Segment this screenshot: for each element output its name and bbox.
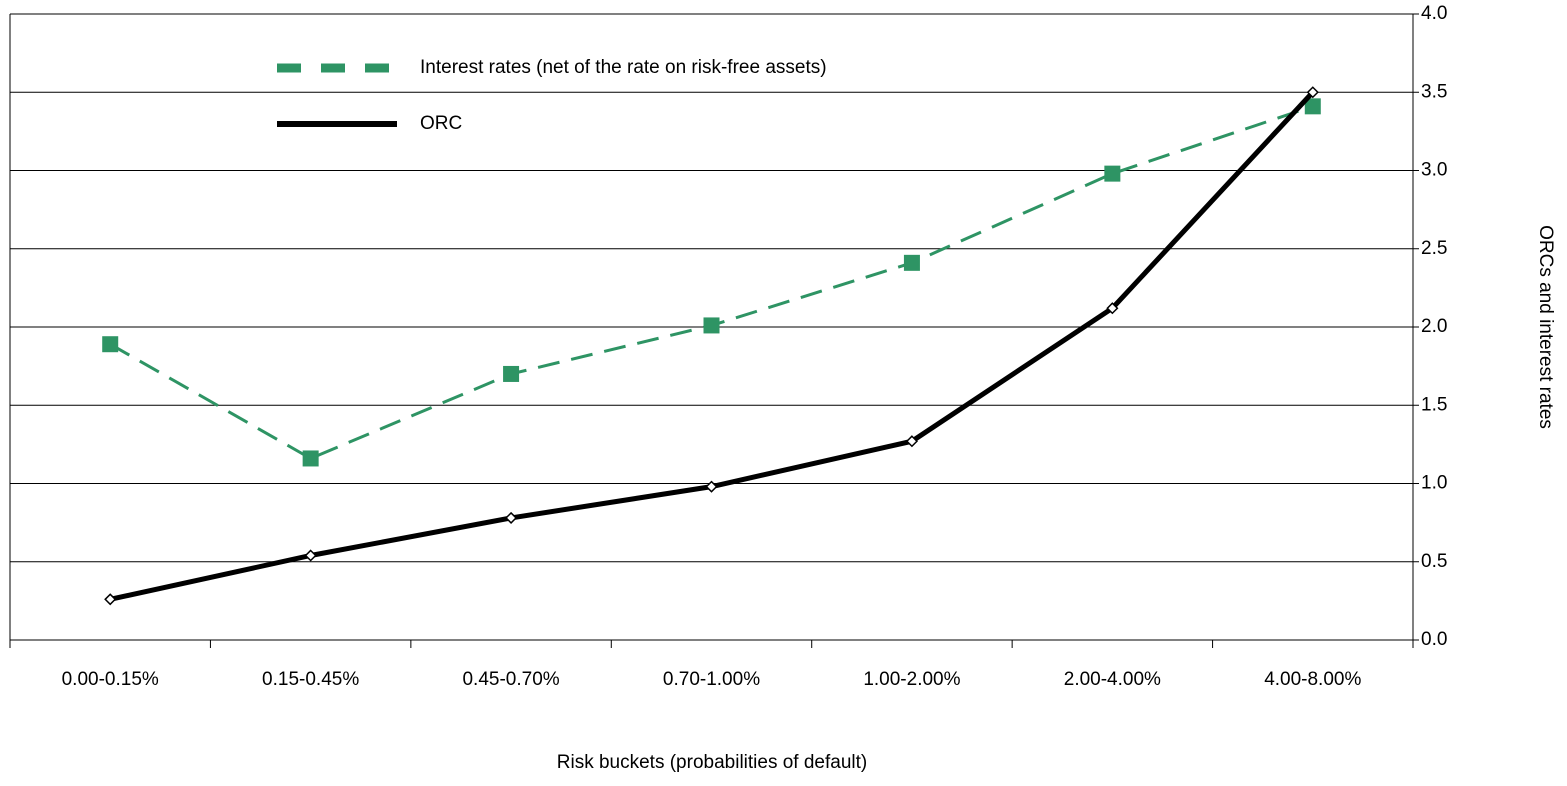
marker	[703, 317, 720, 334]
x-tick-label: 4.00-8.00%	[1264, 669, 1361, 690]
y-tick-label: 2.5	[1421, 238, 1447, 259]
marker	[304, 549, 317, 562]
marker	[705, 480, 718, 493]
x-tick-label: 1.00-2.00%	[863, 669, 960, 690]
y-tick-label: 3.0	[1421, 160, 1447, 181]
y-tick-label: 2.0	[1421, 316, 1447, 337]
marker	[1106, 302, 1119, 315]
x-tick-label: 0.70-1.00%	[663, 669, 760, 690]
y-tick-label: 4.0	[1421, 3, 1447, 24]
y-tick-label: 0.5	[1421, 551, 1447, 572]
x-tick-label: 2.00-4.00%	[1064, 669, 1161, 690]
marker	[1304, 98, 1321, 115]
legend-label: ORC	[420, 113, 462, 134]
y-tick-label: 1.0	[1421, 473, 1447, 494]
marker	[1104, 165, 1121, 182]
legend-label: Interest rates (net of the rate on risk-…	[420, 57, 827, 78]
x-tick-label: 0.00-0.15%	[62, 669, 159, 690]
marker	[104, 593, 117, 606]
y-tick-label: 3.5	[1421, 81, 1447, 102]
marker	[102, 336, 119, 353]
y-tick-label: 0.0	[1421, 629, 1447, 650]
marker	[905, 435, 918, 448]
x-tick-label: 0.45-0.70%	[462, 669, 559, 690]
x-tick-label: 0.15-0.45%	[262, 669, 359, 690]
y-axis-title: ORCs and interest rates	[1535, 225, 1556, 429]
y-tick-label: 1.5	[1421, 394, 1447, 415]
marker	[505, 511, 518, 524]
marker	[903, 254, 920, 271]
marker	[302, 450, 319, 467]
marker	[503, 365, 520, 382]
x-axis-title: Risk buckets (probabilities of default)	[557, 752, 867, 773]
marker	[1306, 86, 1319, 99]
